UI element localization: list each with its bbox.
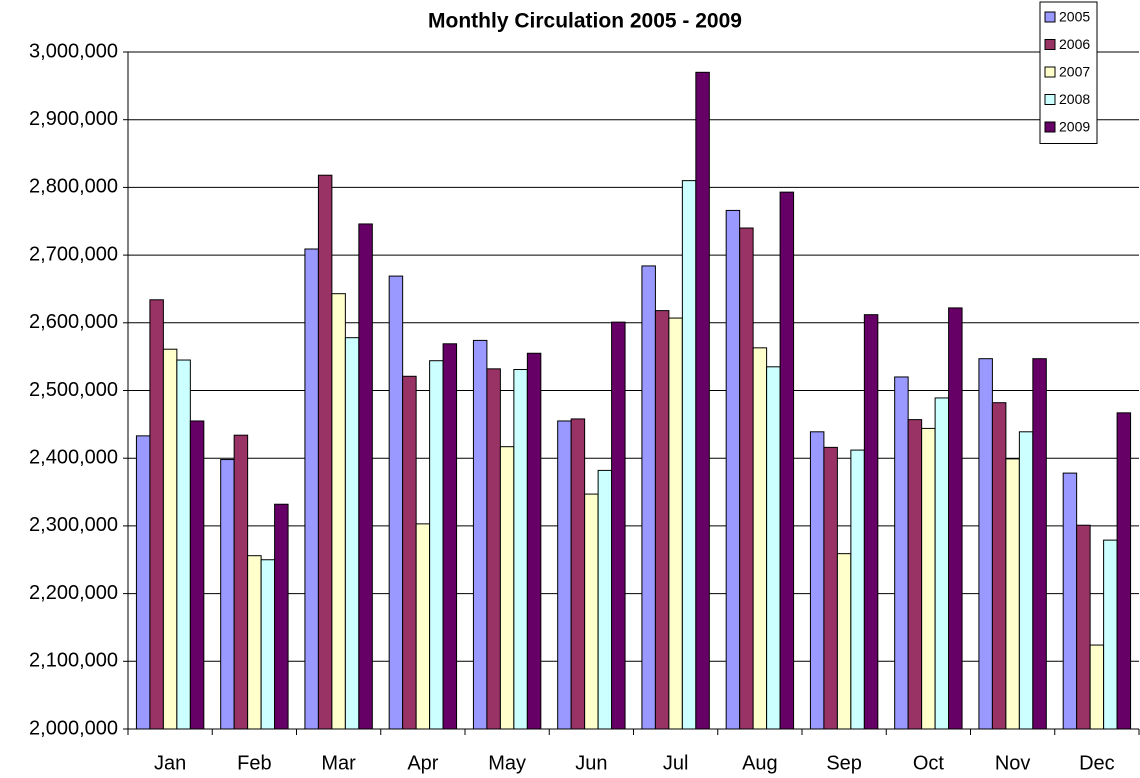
bar (752, 347, 768, 730)
bar (894, 376, 909, 730)
bar (934, 397, 950, 730)
bar (921, 427, 936, 730)
bar (162, 348, 178, 730)
y-tick-label: 2,600,000 (29, 311, 118, 333)
bar (415, 523, 431, 730)
bar (135, 435, 151, 730)
bar (304, 248, 319, 730)
bar (1032, 358, 1047, 730)
legend-swatch (1044, 121, 1056, 133)
bar (499, 446, 515, 730)
x-tick-label: Dec (1079, 752, 1115, 774)
y-tick-label: 2,900,000 (29, 108, 118, 130)
bar (1062, 472, 1078, 730)
legend-swatch (1044, 94, 1056, 105)
bar (584, 493, 599, 730)
y-tick-label: 2,300,000 (29, 514, 118, 536)
y-tick-label: 2,400,000 (29, 446, 118, 468)
bar (668, 317, 683, 730)
bar (681, 180, 697, 730)
legend-swatch (1044, 11, 1056, 23)
bar (247, 555, 262, 730)
bar (766, 366, 781, 730)
bar (260, 559, 276, 730)
bar (1076, 524, 1091, 730)
bar (1103, 539, 1118, 730)
y-tick-label: 2,200,000 (29, 582, 118, 604)
x-tick-label: Mar (321, 752, 356, 774)
bar (317, 174, 333, 730)
bar (513, 369, 528, 730)
bar (836, 553, 852, 730)
legend-label: 2008 (1059, 91, 1090, 107)
bar (274, 503, 289, 730)
x-tick-label: Jul (663, 752, 689, 774)
bar (557, 420, 572, 730)
bar (863, 314, 879, 730)
legend-label: 2009 (1059, 119, 1090, 135)
bar (1089, 644, 1105, 730)
legend-label: 2005 (1059, 9, 1090, 25)
x-tick-label: May (488, 752, 526, 774)
bar (233, 434, 249, 730)
x-tick-label: Jan (154, 752, 186, 774)
x-tick-label: Jun (575, 752, 607, 774)
x-tick-label: Oct (913, 752, 945, 774)
bar (725, 209, 741, 730)
bar (597, 469, 613, 730)
bar (486, 368, 501, 730)
legend-label: 2007 (1059, 64, 1090, 80)
y-tick-label: 2,500,000 (29, 379, 118, 401)
x-tick-label: Feb (237, 752, 271, 774)
x-tick-label: Nov (995, 752, 1031, 774)
bar (526, 352, 542, 730)
y-tick-label: 3,000,000 (29, 40, 118, 62)
bar (402, 375, 417, 730)
bar (149, 299, 164, 730)
bar (991, 402, 1007, 730)
x-tick-label: Aug (742, 752, 778, 774)
bar (739, 227, 754, 730)
bar (641, 265, 656, 730)
bar (823, 446, 838, 730)
bar (472, 339, 488, 730)
bar (611, 321, 626, 730)
bar (429, 360, 444, 730)
x-tick-label: Sep (826, 752, 862, 774)
bar (344, 337, 360, 730)
bar (570, 418, 586, 730)
bar (907, 419, 923, 730)
bar (1005, 458, 1020, 730)
bar (695, 71, 710, 730)
bar (388, 275, 404, 730)
bar (654, 310, 670, 730)
legend: 2005 2006 2007 2008 2009 (1039, 1, 1098, 144)
legend-swatch (1044, 66, 1056, 78)
bar (331, 293, 346, 730)
y-tick-label: 2,100,000 (29, 650, 118, 672)
bar (779, 191, 795, 730)
chart-title: Monthly Circulation 2005 - 2009 (428, 10, 742, 33)
bar (442, 343, 458, 730)
bar (189, 420, 205, 730)
bar (809, 431, 825, 730)
bar (978, 358, 993, 730)
bar (948, 307, 963, 730)
legend-label: 2006 (1059, 36, 1090, 52)
y-tick-label: 2,700,000 (29, 243, 118, 265)
bar (358, 223, 373, 730)
bar (1116, 412, 1132, 730)
x-tick-label: Apr (407, 752, 438, 774)
bar (850, 449, 865, 730)
bar (220, 459, 235, 730)
legend-swatch (1044, 39, 1056, 50)
y-tick-label: 2,800,000 (29, 176, 118, 198)
y-tick-label: 2,000,000 (29, 717, 118, 739)
bar (176, 359, 191, 730)
bar (1018, 431, 1034, 730)
